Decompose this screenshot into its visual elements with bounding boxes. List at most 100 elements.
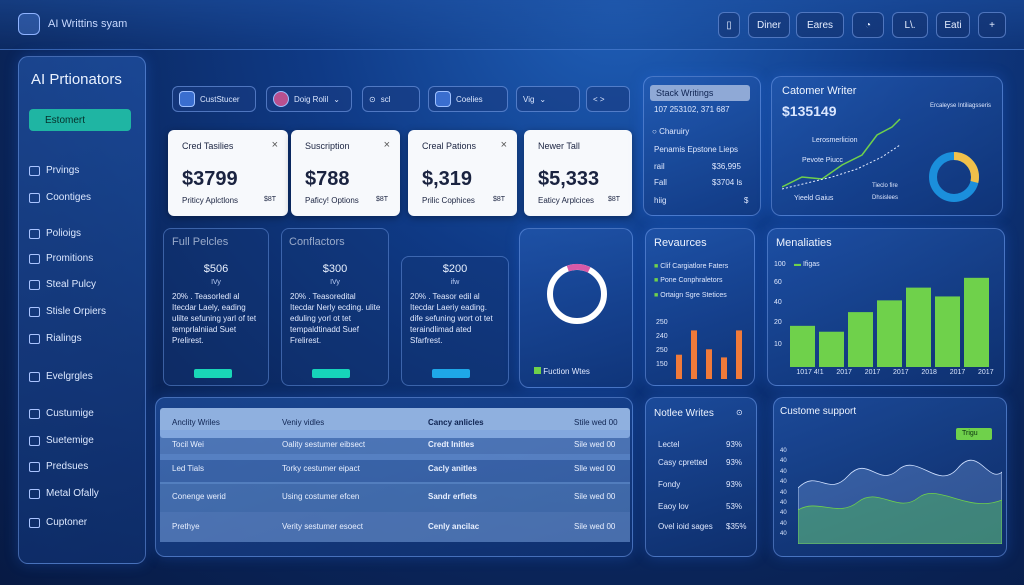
item-icon — [29, 306, 40, 317]
chart-bar — [819, 331, 844, 367]
sidebar-item[interactable]: Predsues — [29, 461, 88, 472]
chevron-down-icon: ⌄ — [539, 94, 547, 104]
eares-button[interactable]: Eares — [796, 12, 844, 38]
policy-card[interactable]: $200 ifw 20% . Teasor edil al Itecdar La… — [401, 256, 509, 386]
card-value: $3799 — [182, 168, 238, 190]
sidebar-item[interactable]: Promitions — [29, 253, 93, 264]
sidebar-item[interactable]: Metal Ofally — [29, 488, 99, 499]
chart-legend: Tieclo fire — [872, 183, 898, 189]
notice-label: Fondy — [658, 480, 681, 489]
axis-label: 20 — [774, 319, 782, 326]
resources-panel: Revaurces ■ Clif Cargiatlore Faters ■ Po… — [645, 228, 755, 386]
close-icon[interactable]: × — [271, 139, 278, 151]
filter-chip[interactable]: Doig Rolil ⌄ — [266, 86, 352, 112]
notice-value: 93% — [726, 458, 743, 467]
notice-value: $35% — [726, 522, 747, 531]
x-axis: 1017 4!1 2017 2017 2017 2018 2017 2017 — [796, 369, 994, 376]
chart-bar — [691, 330, 697, 379]
app-title: AI Writtins syam — [48, 18, 128, 30]
sidebar-item[interactable]: Steal Pulcy — [29, 279, 96, 290]
add-button[interactable]: + — [978, 12, 1006, 38]
chart-bar — [676, 354, 682, 379]
close-icon[interactable]: × — [383, 139, 390, 151]
stack-row-value: $36,995 — [712, 162, 741, 171]
chart-bar — [964, 277, 989, 367]
info-icon[interactable]: ⊙ — [736, 408, 743, 417]
donut-panel: Fuction Wtes — [519, 228, 633, 388]
resource-item: ■ Pone Conphraletors — [654, 277, 723, 284]
y-axis: 40 40 40 40 40 40 40 40 40 — [780, 448, 787, 538]
sidebar-item[interactable]: Coontiges — [29, 192, 91, 203]
sidebar-item-active[interactable]: Estomert — [29, 109, 131, 131]
user-icon[interactable]: ◔ — [852, 12, 884, 38]
item-icon — [29, 435, 40, 446]
stack-row: rail — [654, 162, 665, 171]
sidebar-item[interactable]: Suetemige — [29, 435, 94, 446]
item-icon — [29, 517, 40, 528]
nav-arrows[interactable]: < > — [586, 86, 630, 112]
sidebar-item[interactable]: Rialings — [29, 333, 82, 344]
eati-button[interactable]: Eati — [936, 12, 970, 38]
policy-desc: 20% . Teasoredital Itecdar Nerly ecding.… — [290, 292, 381, 345]
notice-panel: Notlee Writes ⊙ Lectel 93% Casy cpretted 9… — [645, 397, 757, 557]
stat-card[interactable]: Creal Pations × $,319 Prilic Cophices $8T — [408, 130, 517, 216]
donut-chart — [547, 264, 607, 324]
chart-bar — [906, 287, 931, 367]
close-icon[interactable]: × — [500, 139, 507, 151]
document-icon[interactable]: ▯ — [718, 12, 740, 38]
resource-item: ■ Ortaign Sgre Stetices — [654, 292, 727, 299]
sidebar-item[interactable]: Evelgrgles — [29, 371, 93, 382]
table-row[interactable]: Led Tials Torky cestumer eipact Cacly anit… — [160, 454, 630, 484]
stack-label: ○ Charuiry — [652, 127, 690, 136]
filter-chip[interactable]: Vig ⌄ — [516, 86, 580, 112]
stack-row: Fall — [654, 178, 667, 187]
card-title: Cred Tasilies — [182, 141, 234, 151]
filter-chip[interactable]: ⊙ scl — [362, 86, 420, 112]
table-row[interactable]: Conenge werid Using costumer efcen Sandr e… — [160, 482, 630, 512]
stack-row: hiig — [654, 196, 667, 205]
stack-number: 107 253102, 371 687 — [654, 105, 730, 114]
policy-button[interactable] — [194, 369, 232, 378]
chart-label: Ercaleyse Intiliagsseris — [930, 103, 992, 109]
table-row[interactable]: Tocil Wei Oality sestumer eibsect Credt In… — [160, 430, 630, 460]
axis-label: 40 — [774, 299, 782, 306]
policies-panel: Full Pelcles Conflactors — [163, 228, 509, 388]
policy-card[interactable]: $506 IVy 20% . Teasorledl al Itecdar Lae… — [163, 228, 269, 386]
l-button[interactable]: L\. — [892, 12, 928, 38]
chart-legend: Yieeld Gaius — [794, 195, 834, 202]
table-row[interactable]: Prethye Verity sestumer esoect Cenly ancil… — [160, 512, 630, 542]
chart-bar — [790, 325, 815, 367]
stat-card[interactable]: Newer Tall $5,333 Eaticy Arplcices $8T — [524, 130, 632, 216]
sidebar-item[interactable]: Polioigs — [29, 228, 81, 239]
filter-chip[interactable]: Coelies — [428, 86, 508, 112]
policy-card[interactable]: $300 IVy 20% . Teasoredital Itecdar Nerl… — [281, 228, 389, 386]
axis-label: 60 — [774, 279, 782, 286]
sidebar-item[interactable]: Cuptoner — [29, 517, 87, 528]
filter-chip[interactable]: CustStucer — [172, 86, 256, 112]
notice-label: Lectel — [658, 440, 680, 449]
customer-donut — [929, 152, 979, 202]
top-bar: AI Writtins syam ▯ Diner Eares ◔ L\. Eat… — [0, 0, 1024, 50]
filter-icon — [273, 91, 289, 107]
notice-value: 93% — [726, 440, 743, 449]
chart-label: Pevote Piucc — [802, 157, 843, 164]
card-subtitle: Priticy Aplctlons — [182, 196, 239, 205]
circle-icon: ○ — [652, 127, 660, 136]
policy-button[interactable] — [312, 369, 350, 378]
stat-card[interactable]: Suscription × $788 Paficy! Options $8T — [291, 130, 400, 216]
policy-button[interactable] — [432, 369, 470, 378]
stack-row-value: $3704 ls — [712, 178, 743, 187]
item-icon — [29, 165, 40, 176]
chart-bar — [877, 300, 902, 367]
customer-value: $135149 — [782, 103, 837, 119]
sidebar-item[interactable]: Custumige — [29, 408, 94, 419]
panel-title: Notlee Writes — [654, 408, 714, 419]
card-title: Suscription — [305, 141, 350, 151]
customer-writer-panel: Catomer Writer $135149 Lerosmerlicion Pe… — [771, 76, 1003, 216]
stack-label: Penamis Epstone Lieps — [654, 145, 739, 154]
diner-button[interactable]: Diner — [748, 12, 790, 38]
sidebar-item[interactable]: Prvings — [29, 165, 79, 176]
customer-line-chart — [782, 118, 901, 190]
sidebar-item[interactable]: Stisle Orpiers — [29, 306, 106, 317]
stat-card[interactable]: Cred Tasilies × $3799 Priticy Aplctlons $8… — [168, 130, 288, 216]
